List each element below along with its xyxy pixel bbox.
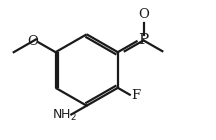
Text: O: O	[27, 35, 38, 48]
Text: NH$_2$: NH$_2$	[52, 108, 77, 123]
Text: P: P	[138, 33, 149, 47]
Text: F: F	[131, 89, 140, 102]
Text: O: O	[138, 8, 149, 21]
